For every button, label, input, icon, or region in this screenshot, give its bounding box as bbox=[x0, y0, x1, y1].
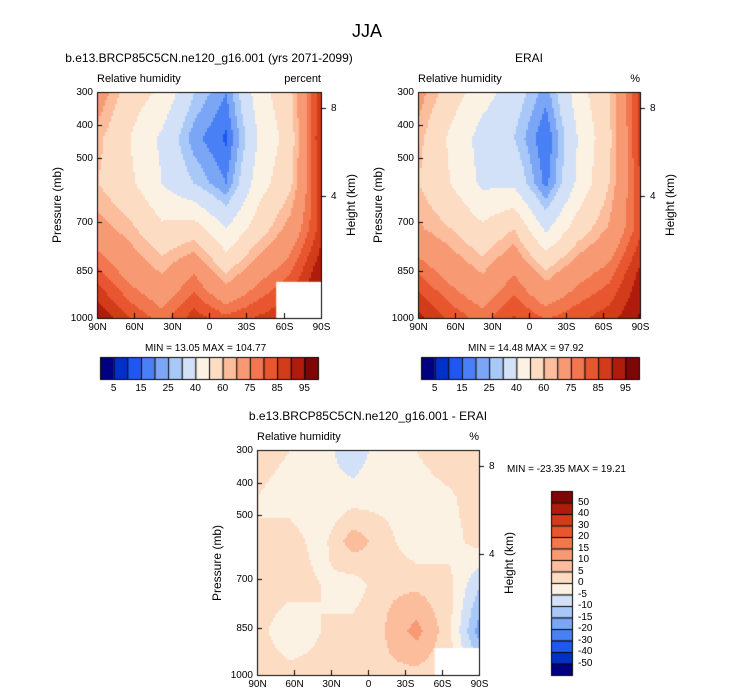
colorbar-label: 10 bbox=[578, 554, 590, 565]
colorbar-label: 20 bbox=[578, 531, 590, 542]
min-max-stats: MIN = -23.35 MAX = 19.21 bbox=[507, 464, 626, 475]
colorbar-label: -30 bbox=[578, 634, 593, 646]
pressure-tick-label: 500 bbox=[397, 152, 414, 164]
panel-title: b.e13.BRCP85C5CN.ne120_g16.001 (yrs 2071… bbox=[65, 51, 353, 65]
height-tick-label: 8 bbox=[489, 460, 495, 472]
colorbar-label: 85 bbox=[271, 383, 283, 394]
panel-title: ERAI bbox=[514, 51, 544, 65]
pressure-axis-label: Pressure (mb) bbox=[50, 166, 65, 244]
colorbar-label: 40 bbox=[189, 383, 201, 394]
colorbar-label: -15 bbox=[578, 611, 593, 623]
height-axis-label: Height (km) bbox=[502, 531, 517, 594]
height-tick-label: 4 bbox=[650, 190, 656, 202]
lat-tick-label: 60N bbox=[446, 322, 465, 333]
min-max-stats: MIN = 13.05 MAX = 104.77 bbox=[145, 343, 267, 354]
colorbar-label: 15 bbox=[135, 383, 147, 394]
lat-tick-label: 0 bbox=[365, 679, 372, 690]
lat-tick-label: 0 bbox=[206, 322, 213, 333]
super-title: JJA bbox=[351, 21, 383, 41]
lat-tick-label: 60S bbox=[275, 322, 294, 333]
colorbar-label: 15 bbox=[578, 542, 590, 554]
lat-tick-label: 30S bbox=[396, 679, 415, 690]
height-tick-label: 8 bbox=[650, 102, 656, 114]
lat-tick-label: 90S bbox=[312, 322, 331, 333]
height-tick-label: 4 bbox=[331, 190, 337, 202]
units-label: % bbox=[469, 431, 479, 443]
pressure-tick-label: 700 bbox=[76, 216, 93, 228]
colorbar-label: 5 bbox=[110, 383, 117, 394]
lat-tick-label: 30N bbox=[483, 322, 502, 333]
colorbar-label: -50 bbox=[578, 657, 593, 669]
colorbar-label: 60 bbox=[217, 383, 229, 394]
colorbar-label: -20 bbox=[578, 623, 593, 634]
colorbar-label: -40 bbox=[578, 646, 593, 657]
colorbar-label: 85 bbox=[592, 383, 604, 394]
colorbar-label: 5 bbox=[578, 565, 584, 577]
colorbar-label: 95 bbox=[298, 383, 310, 394]
colorbar-label: 30 bbox=[578, 519, 590, 531]
lat-tick-label: 0 bbox=[526, 322, 533, 333]
lat-tick-label: 60N bbox=[285, 679, 304, 690]
pressure-axis-label: Pressure (mb) bbox=[371, 166, 386, 244]
lat-tick-label: 30S bbox=[237, 322, 256, 333]
height-axis-label: Height (km) bbox=[344, 173, 359, 237]
colorbar-label: 5 bbox=[431, 383, 438, 394]
colorbar-label: 95 bbox=[619, 383, 631, 394]
colorbar-label: 60 bbox=[538, 383, 550, 394]
colorbar-label: 25 bbox=[483, 383, 495, 394]
colorbar-label: -5 bbox=[578, 588, 587, 600]
colorbar-label: 40 bbox=[510, 383, 522, 394]
pressure-tick-label: 300 bbox=[397, 86, 414, 98]
pressure-axis-label: Pressure (mb) bbox=[210, 524, 225, 601]
pressure-tick-label: 850 bbox=[76, 265, 93, 277]
pressure-tick-label: 500 bbox=[236, 509, 253, 521]
height-axis-label: Height (km) bbox=[663, 173, 678, 237]
lat-tick-label: 60S bbox=[433, 679, 452, 690]
colorbar-label: 75 bbox=[244, 383, 256, 394]
lat-tick-label: 90N bbox=[248, 679, 267, 690]
lat-tick-label: 90S bbox=[470, 679, 489, 690]
min-max-stats: MIN = 14.48 MAX = 97.92 bbox=[468, 343, 584, 354]
height-tick-label: 8 bbox=[331, 102, 337, 114]
pressure-tick-label: 700 bbox=[397, 216, 414, 228]
units-label: % bbox=[630, 73, 640, 85]
colorbar-label: -10 bbox=[578, 600, 593, 611]
colorbar-label: 15 bbox=[456, 383, 468, 394]
units-label: percent bbox=[284, 73, 321, 85]
pressure-tick-label: 500 bbox=[76, 152, 93, 164]
colorbar-label: 0 bbox=[578, 577, 584, 588]
variable-label: Relative humidity bbox=[257, 431, 341, 443]
colorbar-label: 40 bbox=[578, 508, 590, 519]
pressure-tick-label: 300 bbox=[236, 444, 253, 456]
lat-tick-label: 90N bbox=[409, 322, 428, 333]
colorbar-label: 75 bbox=[565, 383, 577, 394]
lat-tick-label: 30N bbox=[322, 679, 341, 690]
height-tick-label: 4 bbox=[489, 548, 495, 560]
variable-label: Relative humidity bbox=[97, 73, 181, 85]
lat-tick-label: 30S bbox=[557, 322, 576, 333]
lat-tick-label: 90N bbox=[88, 322, 107, 333]
pressure-tick-label: 400 bbox=[76, 119, 93, 131]
panel-title: b.e13.BRCP85C5CN.ne120_g16.001 - ERAI bbox=[248, 409, 488, 423]
lat-tick-label: 90S bbox=[631, 322, 650, 333]
lat-tick-label: 30N bbox=[163, 322, 182, 333]
lat-tick-label: 60N bbox=[125, 322, 144, 333]
variable-label: Relative humidity bbox=[418, 73, 502, 85]
pressure-tick-label: 300 bbox=[76, 86, 93, 98]
pressure-tick-label: 700 bbox=[236, 573, 253, 585]
colorbar-label: 25 bbox=[162, 383, 174, 394]
colorbar-label: 50 bbox=[578, 496, 590, 508]
pressure-tick-label: 1000 bbox=[70, 312, 93, 324]
pressure-tick-label: 400 bbox=[236, 477, 253, 489]
lat-tick-label: 60S bbox=[594, 322, 613, 333]
pressure-tick-label: 400 bbox=[397, 119, 414, 131]
pressure-tick-label: 1000 bbox=[230, 669, 253, 681]
pressure-tick-label: 850 bbox=[236, 622, 253, 634]
pressure-tick-label: 1000 bbox=[391, 312, 414, 324]
pressure-tick-label: 850 bbox=[397, 265, 414, 277]
